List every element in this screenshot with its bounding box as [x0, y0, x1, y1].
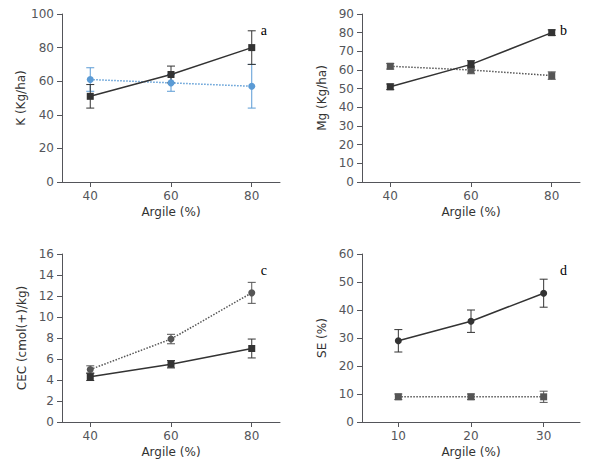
svg-text:50: 50 [339, 275, 354, 289]
svg-text:SE (%): SE (%) [315, 318, 329, 358]
svg-text:10: 10 [339, 156, 354, 170]
svg-text:70: 70 [339, 44, 354, 58]
svg-text:c: c [261, 263, 267, 278]
svg-text:0: 0 [46, 175, 54, 189]
svg-text:14: 14 [39, 268, 54, 282]
svg-text:60: 60 [163, 189, 178, 203]
svg-text:20: 20 [463, 429, 478, 443]
svg-text:Argile (%): Argile (%) [441, 205, 500, 219]
svg-text:0: 0 [346, 175, 354, 189]
svg-text:10: 10 [391, 429, 406, 443]
svg-text:40: 40 [339, 100, 354, 114]
svg-text:40: 40 [339, 303, 354, 317]
svg-text:20: 20 [339, 359, 354, 373]
svg-text:80: 80 [244, 189, 259, 203]
svg-text:8: 8 [46, 331, 54, 345]
svg-text:0: 0 [346, 415, 354, 429]
svg-text:10: 10 [39, 310, 54, 324]
svg-text:60: 60 [463, 189, 478, 203]
svg-text:50: 50 [339, 82, 354, 96]
svg-text:60: 60 [39, 74, 54, 88]
svg-text:40: 40 [83, 429, 98, 443]
svg-text:Mg (Kg/ha): Mg (Kg/ha) [315, 65, 329, 131]
svg-text:d: d [560, 263, 567, 278]
svg-text:6: 6 [46, 352, 54, 366]
svg-text:40: 40 [383, 189, 398, 203]
svg-text:60: 60 [339, 247, 354, 261]
svg-text:a: a [261, 23, 268, 38]
svg-text:b: b [560, 23, 567, 38]
svg-text:30: 30 [339, 331, 354, 345]
svg-text:90: 90 [339, 7, 354, 21]
svg-text:80: 80 [544, 189, 559, 203]
svg-text:12: 12 [39, 289, 54, 303]
svg-text:Argile (%): Argile (%) [441, 445, 500, 459]
svg-text:20: 20 [39, 141, 54, 155]
svg-text:60: 60 [339, 63, 354, 77]
svg-text:100: 100 [31, 7, 54, 21]
svg-text:16: 16 [39, 247, 54, 261]
svg-text:60: 60 [163, 429, 178, 443]
svg-text:Argile (%): Argile (%) [141, 445, 200, 459]
svg-text:40: 40 [83, 189, 98, 203]
svg-text:80: 80 [339, 26, 354, 40]
svg-text:20: 20 [339, 138, 354, 152]
svg-text:0: 0 [46, 415, 54, 429]
svg-text:80: 80 [244, 429, 259, 443]
svg-text:30: 30 [339, 119, 354, 133]
svg-text:80: 80 [39, 41, 54, 55]
svg-text:10: 10 [339, 387, 354, 401]
svg-text:CEC (cmol(+)/kg): CEC (cmol(+)/kg) [15, 286, 29, 391]
svg-text:30: 30 [536, 429, 551, 443]
svg-text:4: 4 [46, 373, 54, 387]
svg-text:K (Kg/ha): K (Kg/ha) [14, 70, 28, 126]
svg-text:Argile (%): Argile (%) [141, 205, 200, 219]
svg-text:40: 40 [39, 108, 54, 122]
svg-text:2: 2 [46, 394, 54, 408]
